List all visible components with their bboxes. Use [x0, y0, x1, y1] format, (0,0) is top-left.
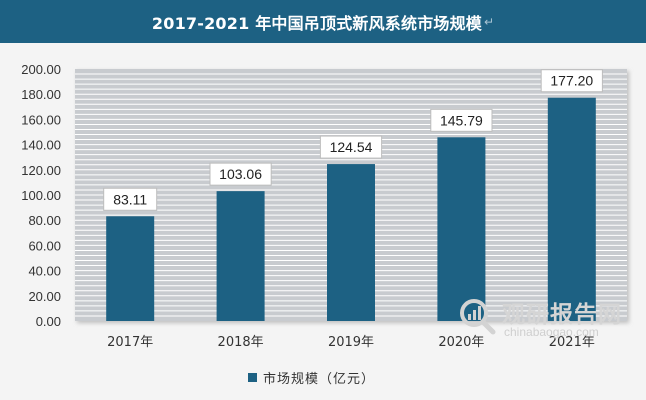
data-labels: 83.11 103.06 124.54 145.79 177.20 [103, 69, 603, 211]
title-bar: 2017-2021 年中国吊顶式新风系统市场规模 ↵ [0, 0, 646, 43]
y-tick-label: 100.00 [21, 188, 61, 203]
data-label: 103.06 [219, 166, 262, 182]
legend: 市场规模（亿元） [248, 368, 375, 387]
x-tick-label: 2017年 [107, 335, 153, 350]
data-label: 145.79 [440, 112, 483, 128]
chart-area: 0.00 20.00 40.00 60.00 80.00 100.00 120.00 140.… [0, 43, 646, 400]
data-label: 83.11 [113, 191, 147, 207]
y-tick-label: 200.00 [21, 62, 61, 77]
data-label-box [430, 108, 493, 132]
y-tick-label: 120.00 [21, 163, 61, 178]
y-tick-label: 140.00 [21, 138, 61, 153]
data-label-box [540, 69, 603, 93]
return-mark-icon: ↵ [484, 14, 495, 29]
data-label-box [103, 187, 158, 211]
x-tick-label: 2018年 [218, 335, 264, 350]
watermark-name: 观研报告网 [502, 302, 622, 328]
magnifier-logo-icon [460, 299, 496, 335]
bar [106, 216, 155, 321]
bar [216, 191, 265, 321]
data-label: 124.54 [330, 139, 373, 155]
bars [106, 97, 596, 321]
chart-title: 2017-2021 年中国吊顶式新风系统市场规模 [151, 13, 482, 33]
y-tick-label: 80.00 [28, 213, 61, 228]
y-tick-label: 40.00 [28, 264, 61, 279]
bar [547, 97, 596, 321]
watermark-site: chinabaogao.com [504, 325, 599, 339]
watermark: 观研报告网 chinabaogao.com [458, 295, 638, 345]
bar [437, 137, 486, 321]
x-tick-label: 2019年 [328, 335, 374, 350]
x-tick-label: 2021年 [549, 335, 595, 350]
legend-label: 市场规模（亿元） [263, 372, 376, 387]
y-tick-label: 160.00 [21, 112, 61, 127]
y-tick-label: 180.00 [21, 87, 61, 102]
y-tick-label: 20.00 [28, 289, 61, 304]
data-label-box [209, 162, 272, 186]
x-tick-label: 2020年 [438, 335, 484, 350]
y-tick-label: 0.00 [36, 314, 61, 329]
legend-swatch [248, 373, 257, 382]
data-label-box [319, 135, 383, 159]
data-label: 177.20 [550, 73, 593, 89]
bar-chart: 0.00 20.00 40.00 60.00 80.00 100.00 120.00 140.… [21, 62, 627, 350]
bar [327, 164, 375, 321]
y-axis: 0.00 20.00 40.00 60.00 80.00 100.00 120.00 140.… [21, 62, 61, 329]
x-axis: 2017年 2018年 2019年 2020年 2021年 [107, 335, 595, 350]
y-tick-label: 60.00 [28, 238, 61, 253]
